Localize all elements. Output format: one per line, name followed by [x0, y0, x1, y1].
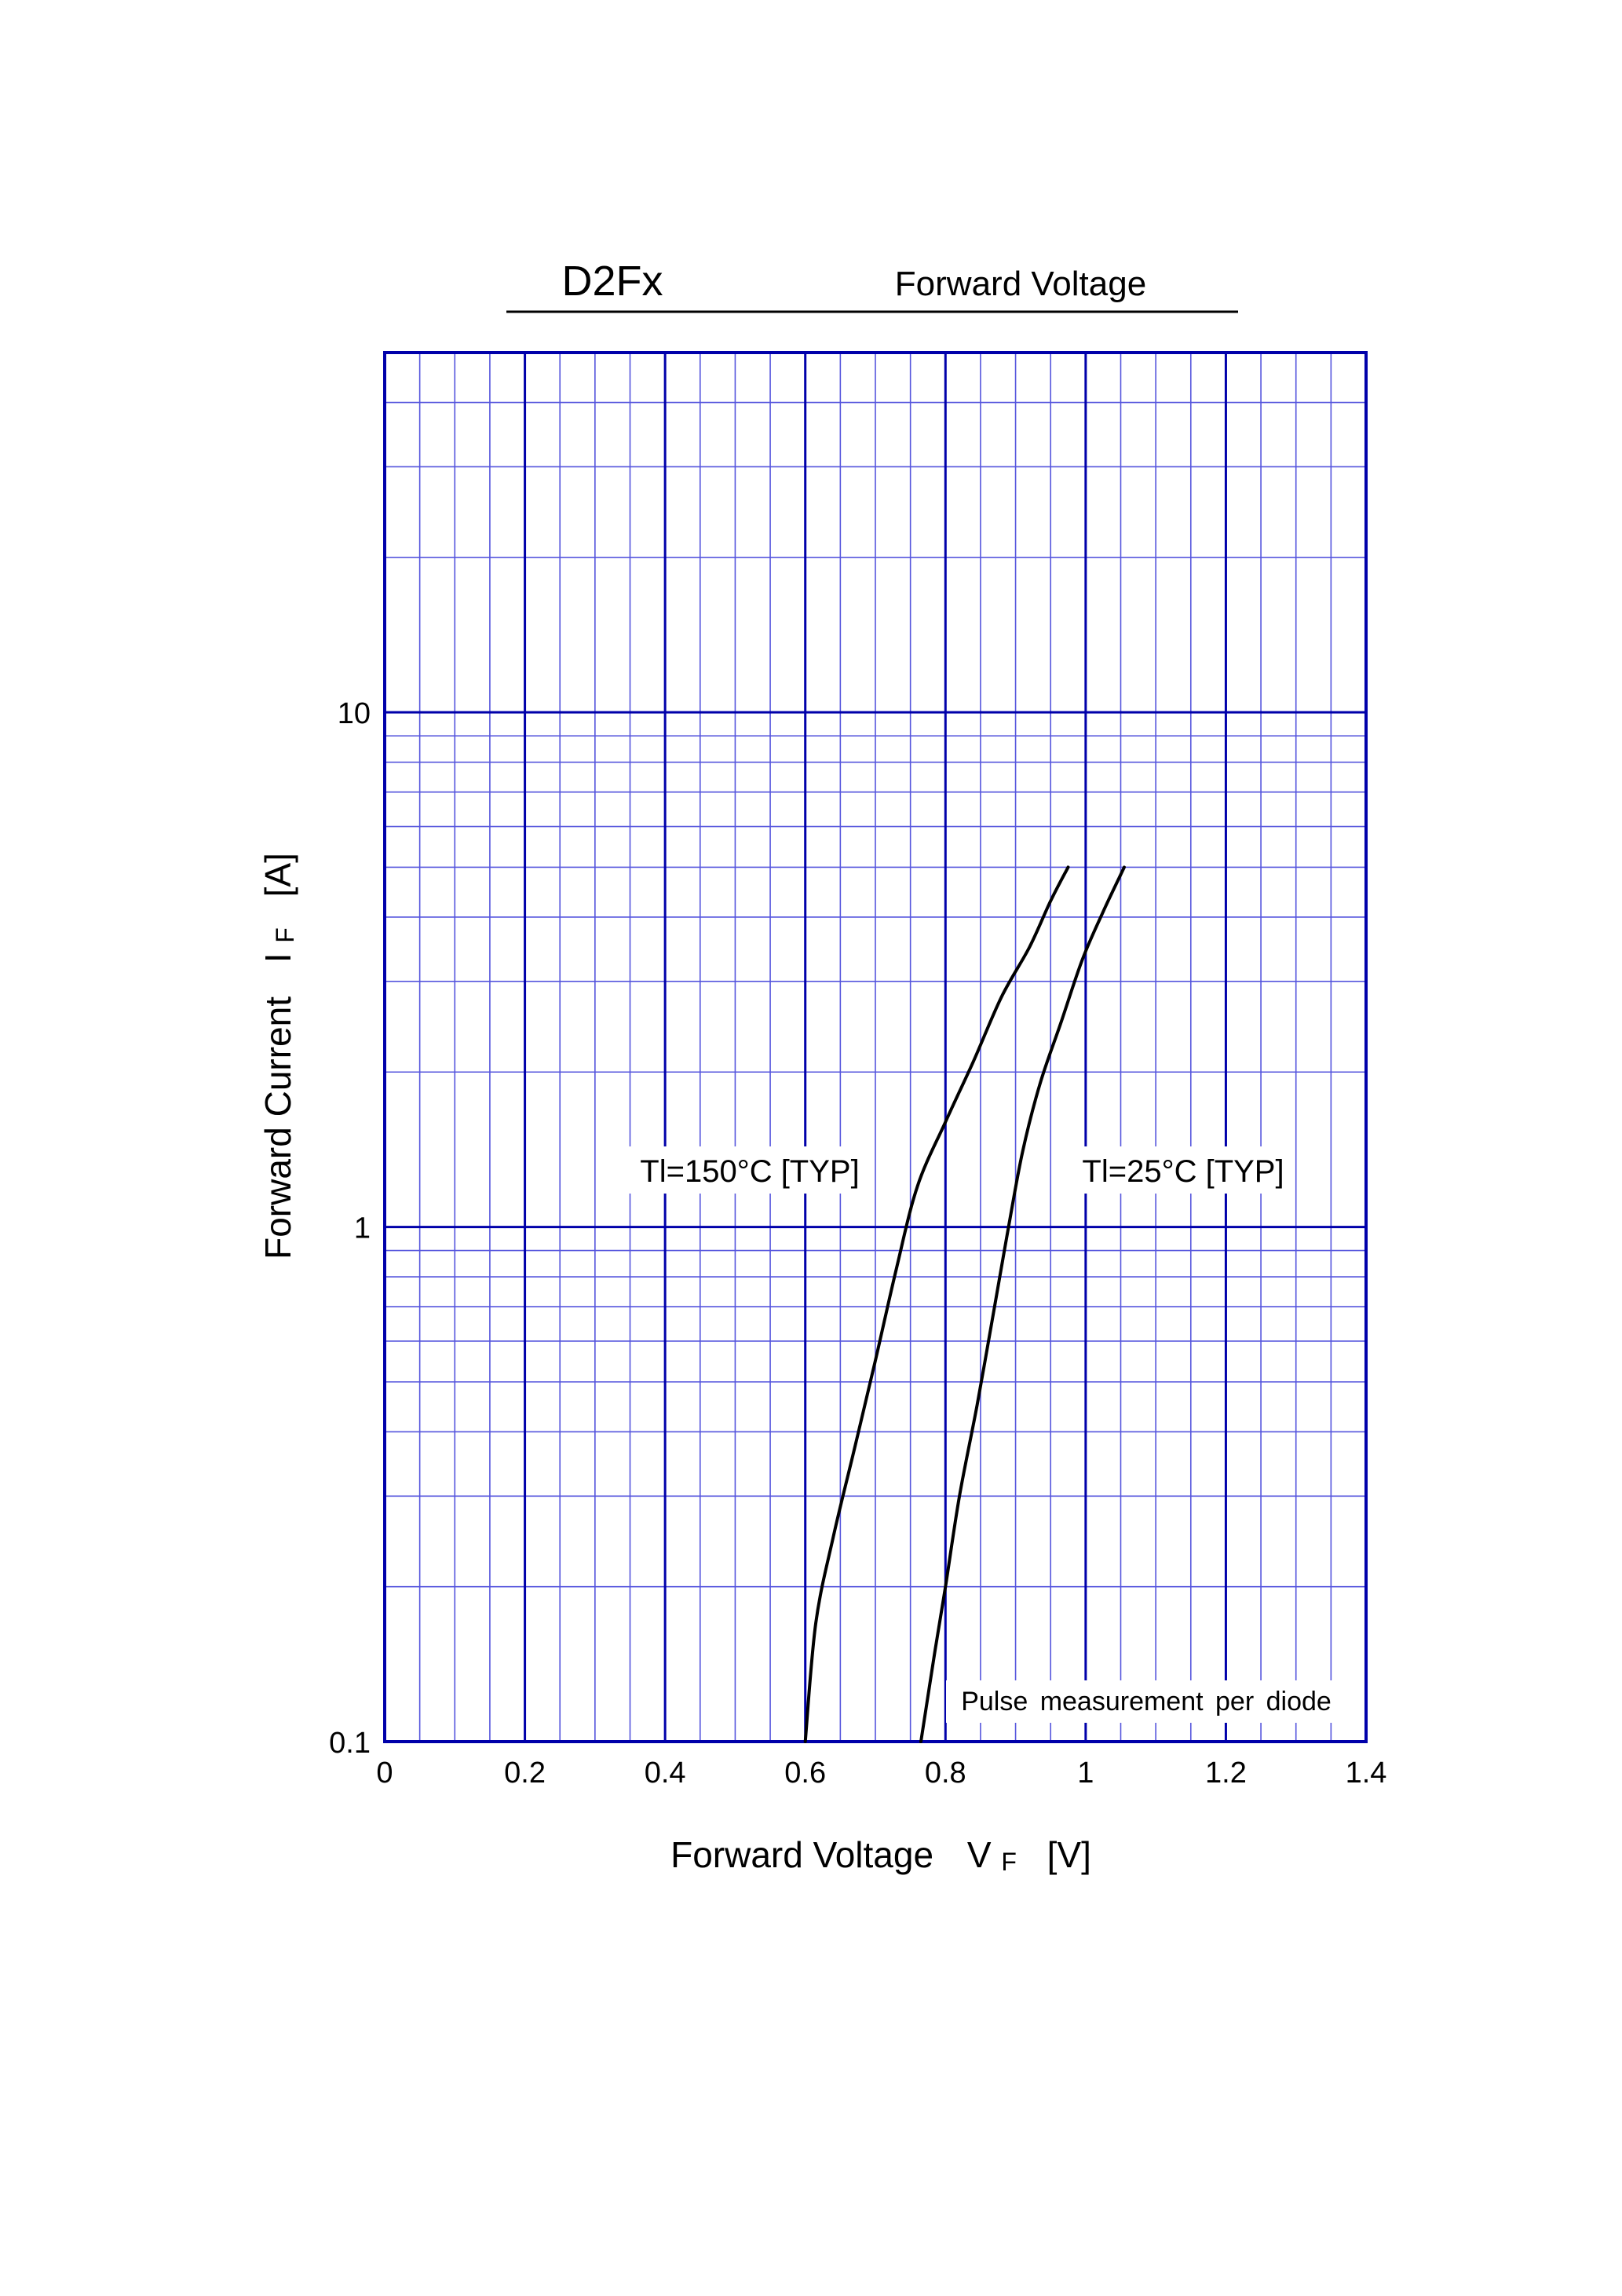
y-tick-label: 1	[354, 1212, 371, 1245]
y-tick-label: 0.1	[329, 1727, 371, 1760]
note-bg	[946, 1680, 1339, 1723]
series-line-150c	[803, 865, 1070, 1743]
part-number: D2Fx	[561, 258, 663, 305]
x-tick-label: 0.8	[925, 1757, 966, 1790]
x-tick-label: 0.6	[784, 1757, 826, 1790]
pulse-note: Pulse measurement per diode	[961, 1687, 1332, 1717]
x-tick-label: 0.2	[504, 1757, 546, 1790]
x-axis-label: Forward Voltage V F [V]	[670, 1834, 1091, 1878]
y-axis-label-text: Forward Current	[258, 996, 298, 1260]
x-tick-label: 0.4	[645, 1757, 686, 1790]
series-line-25c	[919, 865, 1126, 1743]
y-tick-labels: 0.1 1 10	[329, 697, 371, 1760]
minor-gridlines	[385, 353, 1366, 1742]
major-gridlines	[385, 353, 1366, 1742]
series-label-25c: Tl=25°C [TYP]	[1082, 1154, 1284, 1189]
x-tick-label: 1.4	[1346, 1757, 1387, 1790]
plot-frame	[383, 351, 1368, 1743]
x-axis-label-text: Forward Voltage	[670, 1834, 933, 1875]
series-label-150c: Tl=150°C [TYP]	[640, 1154, 859, 1189]
x-tick-label: 1	[1077, 1757, 1094, 1790]
y-axis-label: Forward Current I F [A]	[258, 853, 301, 1260]
x-axis-symbol: V	[967, 1834, 992, 1875]
y-tick-label: 10	[338, 697, 371, 730]
x-tick-labels: 0 0.2 0.4 0.6 0.8 1 1.2 1.4	[376, 1757, 1386, 1790]
y-axis-subscript: F	[271, 927, 299, 943]
label-bg-25	[1073, 1146, 1293, 1194]
x-tick-label: 1.2	[1205, 1757, 1247, 1790]
y-axis-unit: [A]	[258, 853, 298, 897]
x-tick-label: 0	[376, 1757, 393, 1790]
x-axis-unit: [V]	[1047, 1834, 1091, 1875]
y-axis-symbol: I	[258, 952, 298, 963]
series-curves	[803, 865, 1126, 1743]
x-axis-subscript: F	[1001, 1848, 1017, 1876]
label-bg-150	[628, 1146, 871, 1194]
chart-title: Forward Voltage	[895, 265, 1146, 303]
